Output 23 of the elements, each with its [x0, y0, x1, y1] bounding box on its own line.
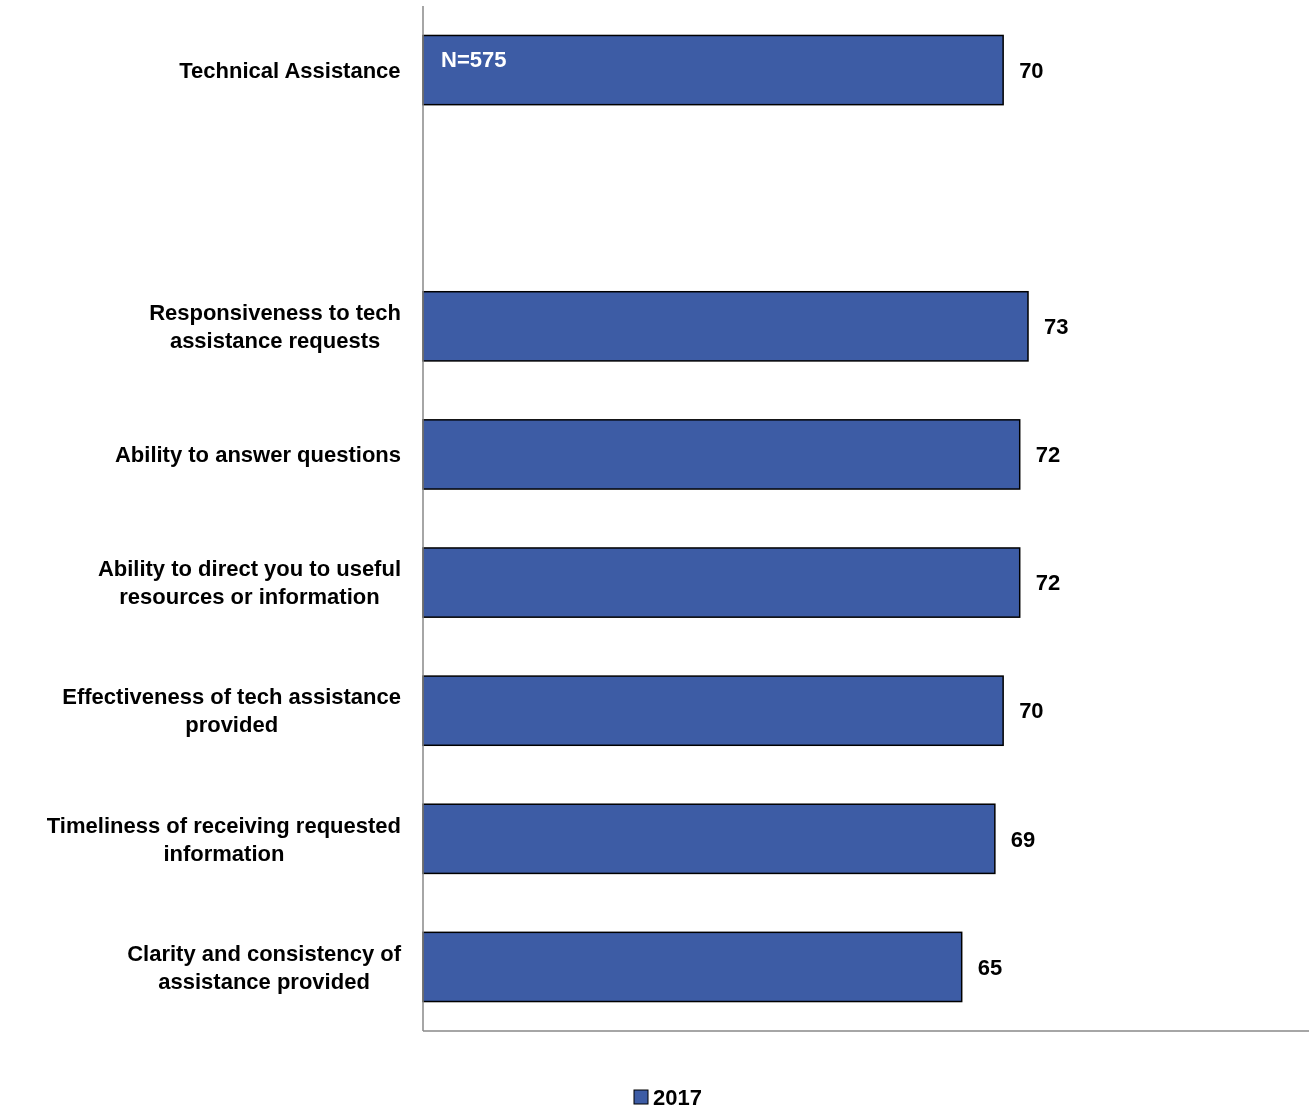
bar	[422, 931, 963, 1003]
y-tick-label: Responsiveness to tech assistance requests	[149, 300, 402, 354]
bar	[422, 419, 1021, 490]
y-tick-label: Ability to direct you to useful resources or information	[97, 556, 401, 610]
bar	[422, 803, 996, 875]
data-label: 70	[1019, 57, 1044, 83]
data-label: 69	[1010, 826, 1036, 852]
data-label: 73	[1044, 314, 1069, 340]
y-tick-label: Timeliness of receiving requested information	[46, 812, 401, 866]
data-label: 72	[1035, 442, 1061, 468]
bar	[422, 675, 1004, 747]
y-tick-label: Clarity and consistency of assistance provided	[127, 940, 402, 994]
bar	[422, 34, 1004, 106]
data-label: 72	[1035, 570, 1061, 596]
y-tick-label: Ability to answer questions	[114, 442, 401, 468]
annotation: N=575	[441, 47, 507, 73]
bar	[422, 547, 1021, 618]
y-tick-label: Technical Assistance	[179, 57, 401, 83]
y-tick-label: Effectiveness of tech assistance provided	[62, 684, 401, 738]
data-label: 65	[977, 954, 1003, 980]
data-label: 70	[1019, 698, 1044, 724]
bar	[422, 290, 1029, 362]
legend-label: 2017	[653, 1084, 702, 1106]
